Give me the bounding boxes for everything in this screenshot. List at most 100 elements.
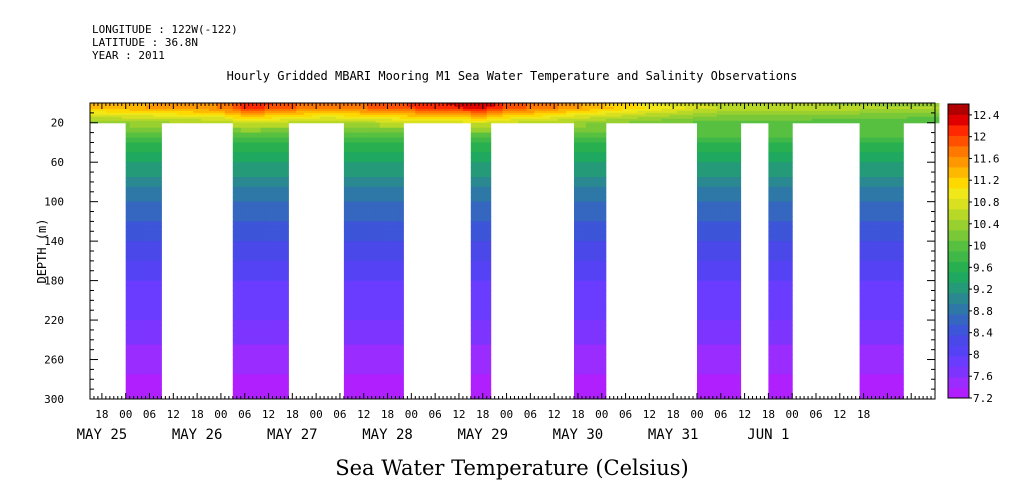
heatmap-cell [788,122,793,129]
heatmap-cell [363,216,369,222]
heatmap-cell [720,251,726,257]
heatmap-cell [153,116,162,120]
heatmap-cell [581,349,587,356]
heatmap-cell [276,315,281,321]
heatmap-cell [280,236,285,242]
heatmap-cell [732,206,738,212]
heatmap-cell [363,394,369,400]
heatmap-cell [268,157,273,163]
heatmap-cell [272,231,277,237]
heatmap-cell [585,147,591,153]
heatmap-cell [399,112,408,116]
heatmap-cell [708,290,714,296]
heatmap-cell [700,211,706,217]
heatmap-cell [387,325,392,331]
heatmap-cell [260,315,266,321]
heatmap-cell [391,226,396,232]
heatmap-cell [776,275,781,282]
heatmap-cell [363,226,369,232]
heatmap-cell [359,329,365,336]
heatmap-cell [784,290,789,296]
heatmap-cell [391,110,400,114]
heatmap-cell [177,120,186,124]
heatmap-cell [784,325,789,331]
heatmap-cell [597,201,603,208]
heatmap-cell [391,300,396,306]
heatmap-cell [423,114,432,118]
heatmap-cell [470,394,476,400]
heatmap-cell [772,295,777,301]
heatmap-cell [724,132,730,138]
heatmap-cell [697,177,702,183]
heatmap-cell [379,295,385,301]
heatmap-cell [589,172,595,178]
heatmap-cell [581,295,587,301]
heatmap-cell [534,118,543,122]
heatmap-cell [712,201,718,208]
heatmap-cell [355,270,361,277]
heatmap-cell [768,310,773,316]
heatmap-cell [328,120,337,124]
heatmap-cell [161,112,170,116]
heatmap-cell [387,364,392,370]
heatmap-cell [383,216,389,222]
heatmap-cell [355,349,361,356]
heatmap-cell [157,246,162,252]
heatmap-cell [375,120,384,124]
heatmap-cell [153,260,158,267]
heatmap-cell [482,364,488,370]
heatmap-cell [383,122,389,129]
heatmap-cell [589,105,599,108]
heatmap-cell [395,295,400,301]
heatmap-cell [720,142,726,148]
heatmap-cell [252,216,258,222]
heatmap-cell [387,334,392,341]
heatmap-cell [732,186,738,193]
heatmap-cell [379,152,385,158]
heatmap-cell [355,359,361,365]
heatmap-cell [149,369,154,375]
heatmap-cell [407,114,416,118]
heatmap-cell [772,201,777,208]
heatmap-cell [700,320,706,326]
heatmap-cell [363,152,369,158]
heatmap-cell [363,201,369,208]
heatmap-cell [597,181,603,188]
heatmap-cell [593,216,599,222]
heatmap-cell [256,275,262,282]
heatmap-cell [137,275,143,282]
heatmap-cell [252,290,258,296]
heatmap-cell [284,280,289,286]
heatmap-cell [601,152,607,158]
heatmap-cell [280,177,285,183]
heatmap-cell [585,241,591,247]
heatmap-cell [867,127,873,134]
heatmap-cell [375,364,381,370]
heatmap-cell [268,275,273,282]
heatmap-cell [677,106,686,110]
heatmap-cell [359,349,365,356]
heatmap-cell [776,310,781,316]
heatmap-cell [716,339,722,346]
heatmap-cell [728,157,734,163]
heatmap-cell [578,255,583,262]
heatmap-cell [732,389,738,395]
heatmap-cell [351,132,357,138]
heatmap-cell [391,334,396,341]
heatmap-cell [581,132,587,138]
heatmap-cell [482,226,488,232]
heatmap-cell [153,186,158,193]
heatmap-cell [589,127,595,134]
heatmap-cell [391,260,396,267]
heatmap-cell [367,310,373,316]
heatmap-cell [645,116,654,120]
heatmap-cell [700,120,710,124]
heatmap-cell [260,300,266,306]
heatmap-cell [248,105,258,108]
heatmap-cell [593,137,599,143]
heatmap-cell [149,270,154,277]
heatmap-cell [843,114,853,118]
heatmap-cell [581,369,587,375]
heatmap-cell [768,162,773,168]
heatmap-cell [724,344,730,351]
